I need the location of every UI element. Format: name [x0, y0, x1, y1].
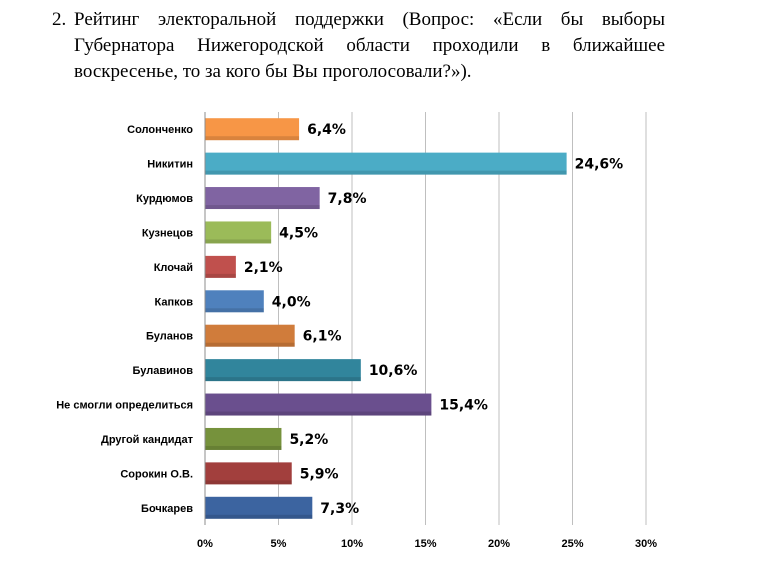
category-label: Сорокин О.В. — [120, 468, 193, 480]
data-label: 4,5% — [279, 225, 318, 241]
bar — [205, 496, 313, 519]
bar — [205, 255, 236, 278]
bar-shadow — [205, 377, 361, 382]
category-label: Кузнецов — [142, 227, 193, 239]
bar-shadow — [205, 136, 300, 141]
bar-shadow — [205, 170, 567, 175]
data-label: 6,1% — [303, 329, 342, 345]
bar — [205, 393, 432, 416]
heading-number: 2. — [52, 9, 67, 30]
data-label: 10,6% — [369, 363, 418, 379]
data-label: 4,0% — [272, 294, 311, 310]
data-label: 7,8% — [328, 191, 367, 207]
category-label: Другой кандидат — [101, 434, 194, 446]
category-label: Капков — [155, 296, 194, 308]
bar — [205, 118, 300, 141]
bar — [205, 359, 361, 382]
bar-shadow — [205, 514, 313, 519]
category-label: Никитин — [147, 159, 193, 171]
data-label: 24,6% — [575, 157, 624, 173]
bar-shadow — [205, 342, 295, 347]
bar-shadow — [205, 205, 320, 210]
x-tick-label: 20% — [488, 538, 510, 550]
category-label: Не смогли определиться — [56, 400, 193, 412]
x-tick-label: 0% — [197, 538, 213, 550]
data-label: 2,1% — [244, 260, 283, 276]
category-label: Клочай — [154, 262, 193, 274]
data-label: 7,3% — [320, 501, 359, 517]
bar-shadow — [205, 239, 272, 244]
x-tick-label: 10% — [341, 538, 363, 550]
bar-shadow — [205, 445, 282, 450]
bar — [205, 187, 320, 210]
bar-shadow — [205, 273, 236, 278]
category-label: Буланов — [146, 331, 193, 343]
x-tick-label: 25% — [561, 538, 583, 550]
x-tick-label: 5% — [271, 538, 287, 550]
bar — [205, 427, 282, 450]
bar-shadow — [205, 411, 432, 416]
bar — [205, 221, 272, 244]
bar — [205, 152, 567, 175]
data-label: 6,4% — [307, 122, 346, 138]
data-label: 15,4% — [439, 398, 488, 414]
bar-shadow — [205, 308, 264, 313]
x-tick-label: 15% — [414, 538, 436, 550]
bar — [205, 462, 292, 485]
heading-text: Рейтинг электоральной поддержки (Вопрос:… — [74, 9, 665, 82]
bar — [205, 290, 264, 313]
category-label: Солонченко — [127, 124, 193, 136]
data-label: 5,9% — [300, 466, 339, 482]
category-label: Бочкарев — [141, 503, 193, 515]
category-label: Курдюмов — [136, 193, 193, 205]
chart-heading: 2. Рейтинг электоральной поддержки (Вопр… — [52, 7, 665, 85]
category-label: Булавинов — [133, 365, 194, 377]
data-label: 5,2% — [289, 432, 328, 448]
x-tick-label: 30% — [635, 538, 657, 550]
bar — [205, 324, 295, 347]
bar-shadow — [205, 480, 292, 485]
